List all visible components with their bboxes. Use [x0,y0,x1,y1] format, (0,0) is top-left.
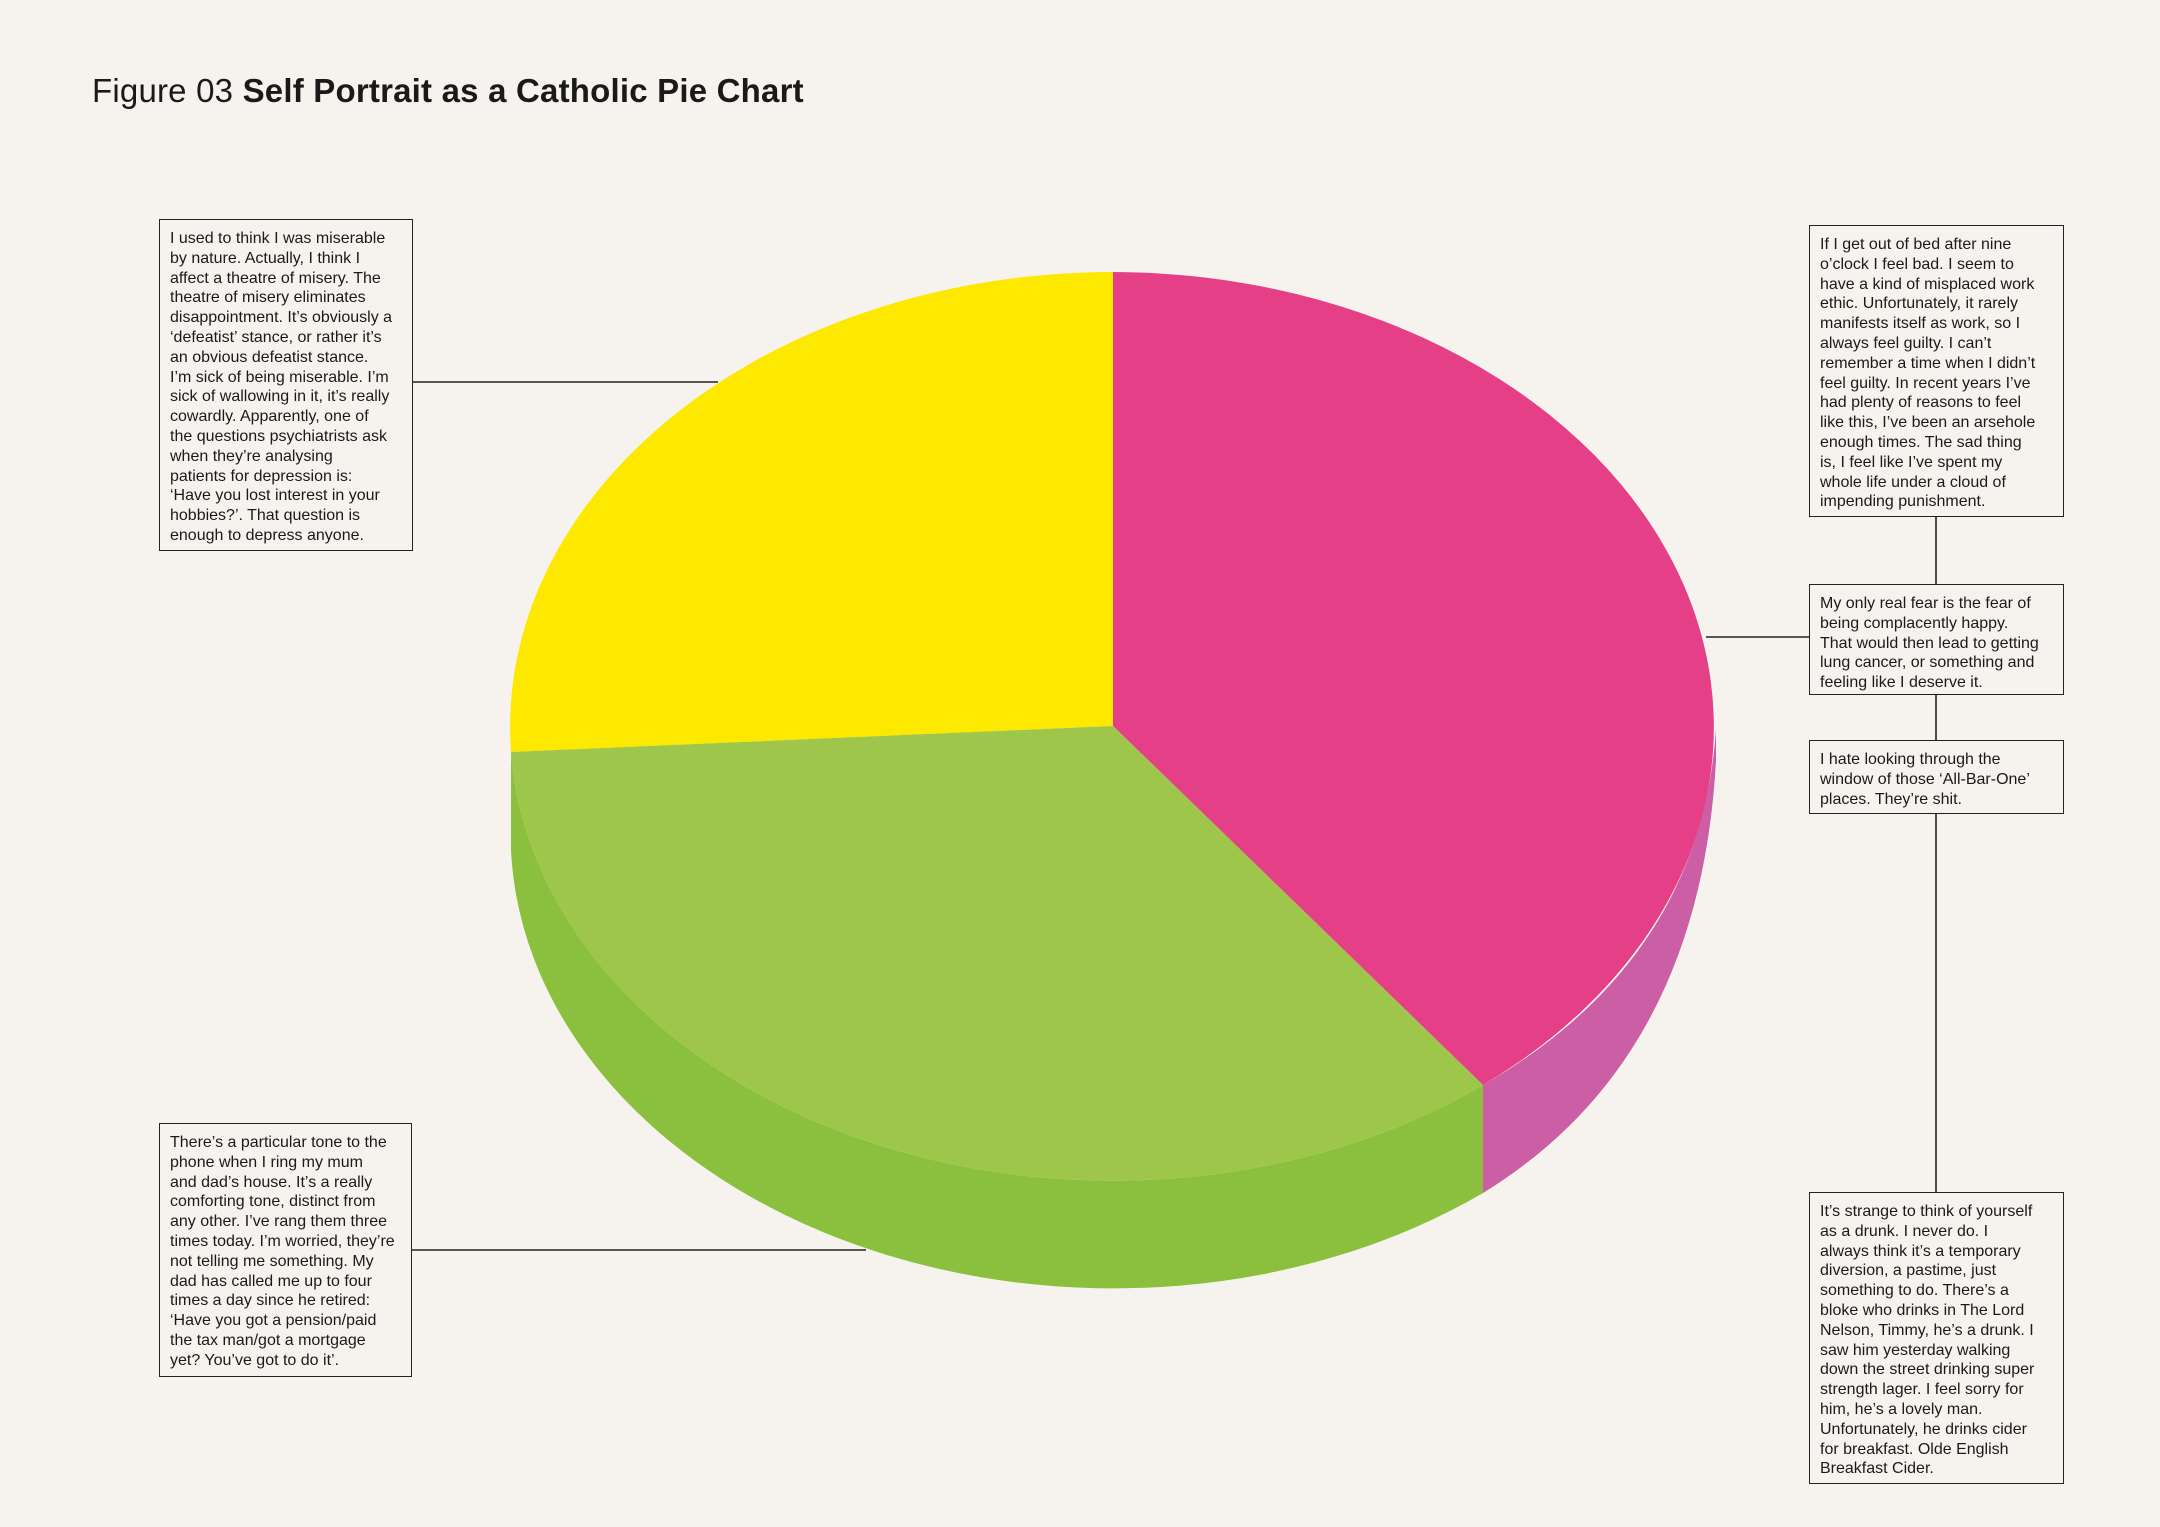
pie-side-pink [1483,730,1716,1193]
annotation-all-bar-one: I hate looking through the window of tho… [1809,740,2064,814]
annotation-misery: I used to think I was miserable by natur… [159,219,413,551]
annotation-fear: My only real fear is the fear of being c… [1809,584,2064,695]
figure-number: Figure 03 [92,72,234,109]
page-title: Figure 03 Self Portrait as a Catholic Pi… [92,72,804,110]
annotation-drunk: It’s strange to think of yourself as a d… [1809,1192,2064,1484]
annotation-phone: There’s a particular tone to the phone w… [159,1123,412,1377]
pie-slice-yellow [510,272,1113,752]
figure-title: Self Portrait as a Catholic Pie Chart [242,72,804,109]
pie-slice-pink [1113,272,1714,1085]
annotation-bed: If I get out of bed after nine o’clock I… [1809,225,2064,517]
pie-slice-green [511,726,1483,1181]
pie-side-green [511,752,1483,1289]
